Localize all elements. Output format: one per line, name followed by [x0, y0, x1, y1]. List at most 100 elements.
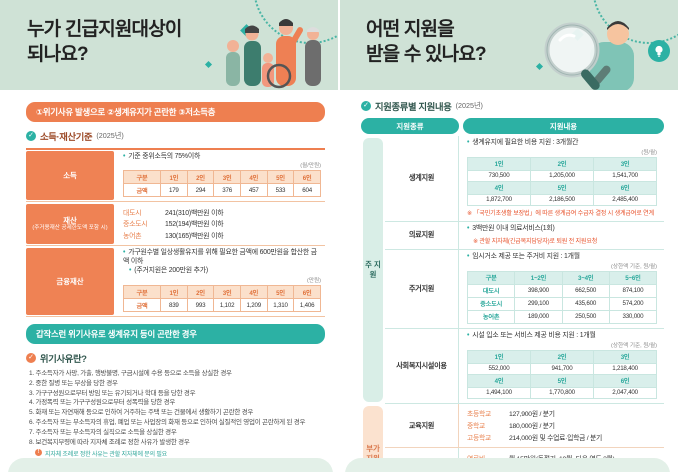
bottom-decoration-band	[8, 458, 333, 472]
criteria-row-income: 소득 기준 중위소득의 75%이하 (월/만원) 구분 1인 2인 3인 4인 …	[26, 150, 325, 203]
unit-note: (원/월)	[641, 149, 657, 156]
table-cell: 구분	[123, 170, 161, 185]
table-cell: 993	[186, 298, 215, 313]
table-cell: 농어촌	[466, 309, 516, 324]
table-cell: 294	[186, 183, 215, 198]
financial-amount-table: 구분 1인 2인 3인 4인 5인 6인 금액 839	[123, 285, 321, 313]
table-cell: 3인	[593, 349, 658, 364]
region-value: 130(165)백만원 이하	[165, 232, 224, 240]
table-cell: 179	[160, 183, 188, 198]
education-row: 중학교 180,000원 / 분기	[467, 420, 659, 430]
table-cell: 5인	[530, 373, 595, 388]
facility-amount-table: 1인 2인 3인 552,000 941,700 1,218,400 4인 5인	[466, 349, 658, 399]
list-item: 5. 화재 또는 자연재해 등으로 인하여 거주하는 주택 또는 건물에서 생활…	[29, 409, 254, 417]
support-table-header: 지원종류 지원내용	[361, 118, 664, 134]
table-cell: 2인	[530, 156, 595, 171]
medical-desc: 3백만원 이내 의료서비스(1회)	[467, 225, 659, 234]
criteria-row-financial: 금융재산 가구원수별 일상생활유지를 위해 필요한 금액에 600만원을 합산한…	[26, 246, 325, 318]
region-label: 농어촌	[123, 232, 142, 240]
table-row: 552,000 941,700 1,218,400	[466, 362, 658, 375]
table-cell: 3인	[593, 156, 658, 171]
row-label: 소득	[26, 151, 114, 200]
income-desc: 기준 중위소득의 75%이하	[123, 153, 323, 162]
unit-note: (만원)	[306, 278, 321, 285]
table-cell: 2,047,400	[593, 386, 658, 399]
magnifier-person-illustration	[544, 21, 634, 90]
row-label-facility: 사회복지시설이용	[385, 328, 459, 404]
table-cell: 2,186,500	[530, 193, 595, 206]
table-cell: 3~4인	[561, 270, 610, 285]
table-cell: 1인	[466, 156, 532, 171]
education-row: 초등학교 127,900원 / 분기	[467, 408, 659, 418]
row-content-housing: 임시거소 제공 또는 주거비 지원 : 1개월 (상한액 기준, 원/월) 구분…	[459, 250, 664, 329]
list-item: 4. 가정폭력 또는 가구구성원으로부터 성폭력을 당한 경우	[29, 399, 176, 407]
item-label: 중학교	[467, 423, 486, 431]
table-cell: 1인	[466, 349, 532, 364]
property-row: 농어촌 130(165)백만원 이하	[123, 230, 323, 240]
support-table: 주 지원 부가 지원 생계지원 생계유지에 필요한 비용 지원 : 3개월간 (…	[361, 136, 664, 472]
table-cell: 1인	[160, 170, 188, 185]
table-cell: 1,209	[239, 298, 268, 313]
crisis-footnote: ! 지자체 조례로 정한 사유는 관할 지자체에 문의 필요	[35, 449, 327, 458]
region-value: 152(194)백만원 이하	[165, 221, 224, 229]
row-label-living: 생계지원	[385, 136, 459, 222]
table-row: 730,500 1,205,000 1,541,700	[466, 169, 658, 182]
property-row: 중소도시 152(194)백만원 이하	[123, 218, 323, 228]
left-content: ①위기사유 발생으로 ②생계유지가 곤란한 ③저소득층 ✓ 소득·재산기준 (2…	[0, 102, 339, 472]
right-content: ✓ 지원종류별 지원내용 (2025년) 지원종류 지원내용 주 지원 부가 지…	[339, 99, 678, 472]
table-cell: 552,000	[466, 362, 532, 375]
table-cell: 2,485,400	[593, 193, 658, 206]
table-cell: 5인	[266, 170, 295, 185]
table-cell: 1,494,100	[466, 386, 532, 399]
table-cell: 4인	[239, 285, 268, 300]
table-row: 4인 5인 6인	[466, 180, 658, 195]
people-group-illustration	[226, 19, 321, 89]
row-body: 대도시 241(310)백만원 이하 중소도시 152(194)백만원 이하 농…	[114, 202, 325, 245]
income-amount-table: 구분 1인 2인 3인 4인 5인 6인 금액 179	[123, 170, 321, 198]
table-cell: 1,218,400	[593, 362, 658, 375]
table-cell: 533	[266, 183, 295, 198]
row-label-education: 교육지원	[385, 403, 459, 449]
property-row: 대도시 241(310)백만원 이하	[123, 207, 323, 217]
list-item: 3. 가구구성원으로부터 방임 또는 유기되거나 학대 등을 당한 경우	[29, 389, 196, 397]
living-amount-table: 1인 2인 3인 730,500 1,205,000 1,541,700 4인 …	[466, 156, 658, 206]
table-row: 금액 839 993 1,102 1,209 1,310 1,406	[123, 298, 321, 313]
table-cell: 1~2인	[514, 270, 563, 285]
footnote-text: 지자체 조례로 정한 사유는 관할 지자체에 문의 필요	[45, 451, 167, 458]
table-cell: 457	[239, 183, 268, 198]
table-cell: 604	[293, 183, 321, 198]
table-cell: 5~6인	[608, 270, 658, 285]
table-row: 대도시 398,900 662,500 874,100	[466, 283, 658, 298]
region-label: 대도시	[123, 209, 142, 217]
title-line: 누가 긴급지원대상이	[27, 19, 182, 40]
list-item: 1. 주소득자가 사망, 가출, 행방불명, 구금시설에 수용 등으로 소득을 …	[29, 369, 232, 377]
region-value: 241(310)백만원 이하	[165, 209, 224, 217]
title-line: 받을 수 있나요?	[366, 43, 487, 65]
facility-desc: 시설 입소 또는 서비스 제공 비용 지원 : 1개월	[467, 332, 659, 341]
table-row: 1,872,700 2,186,500 2,485,400	[466, 193, 658, 206]
lightbulb-badge-icon	[648, 40, 670, 62]
column-header-type: 지원종류	[361, 118, 459, 134]
unit-note: (월/만원)	[300, 163, 321, 170]
right-page-title: 어떤 지원을 받을 수 있나요?	[366, 18, 487, 67]
table-cell: 435,600	[561, 296, 610, 311]
group-cell-main-support: 주 지원	[363, 138, 383, 402]
row-body: 기준 중위소득의 75%이하 (월/만원) 구분 1인 2인 3인 4인 5인 …	[114, 150, 325, 202]
section-title: 위기사유란?	[40, 353, 87, 364]
page-fold-divider	[338, 0, 340, 472]
row-label-medical: 의료지원	[385, 221, 459, 250]
right-page: 어떤 지원을 받을 수 있나요? ✓ 지원종류별 지원내용 (202	[339, 0, 678, 472]
row-label-housing: 주거지원	[385, 249, 459, 329]
region-label: 중소도시	[123, 221, 148, 229]
item-label: 초등학교	[467, 411, 492, 419]
table-cell: 6인	[593, 180, 658, 195]
list-item: 7. 주소득자 또는 부소득자의 실직으로 소득을 상실한 경우	[29, 428, 177, 436]
section-year: (2025년)	[96, 130, 124, 140]
table-row: 농어촌 189,000 250,500 330,000	[466, 309, 658, 324]
right-header: 어떤 지원을 받을 수 있나요?	[339, 0, 678, 90]
table-cell: 250,500	[561, 309, 610, 324]
left-page-title: 누가 긴급지원대상이 되나요?	[27, 18, 182, 67]
medical-note: ※ 관할 지자체(긴급복지담당자)로 퇴원 전 지원요청	[473, 237, 598, 245]
education-row: 고등학교 214,000원 및 수업료·입학금 / 분기	[467, 432, 659, 442]
